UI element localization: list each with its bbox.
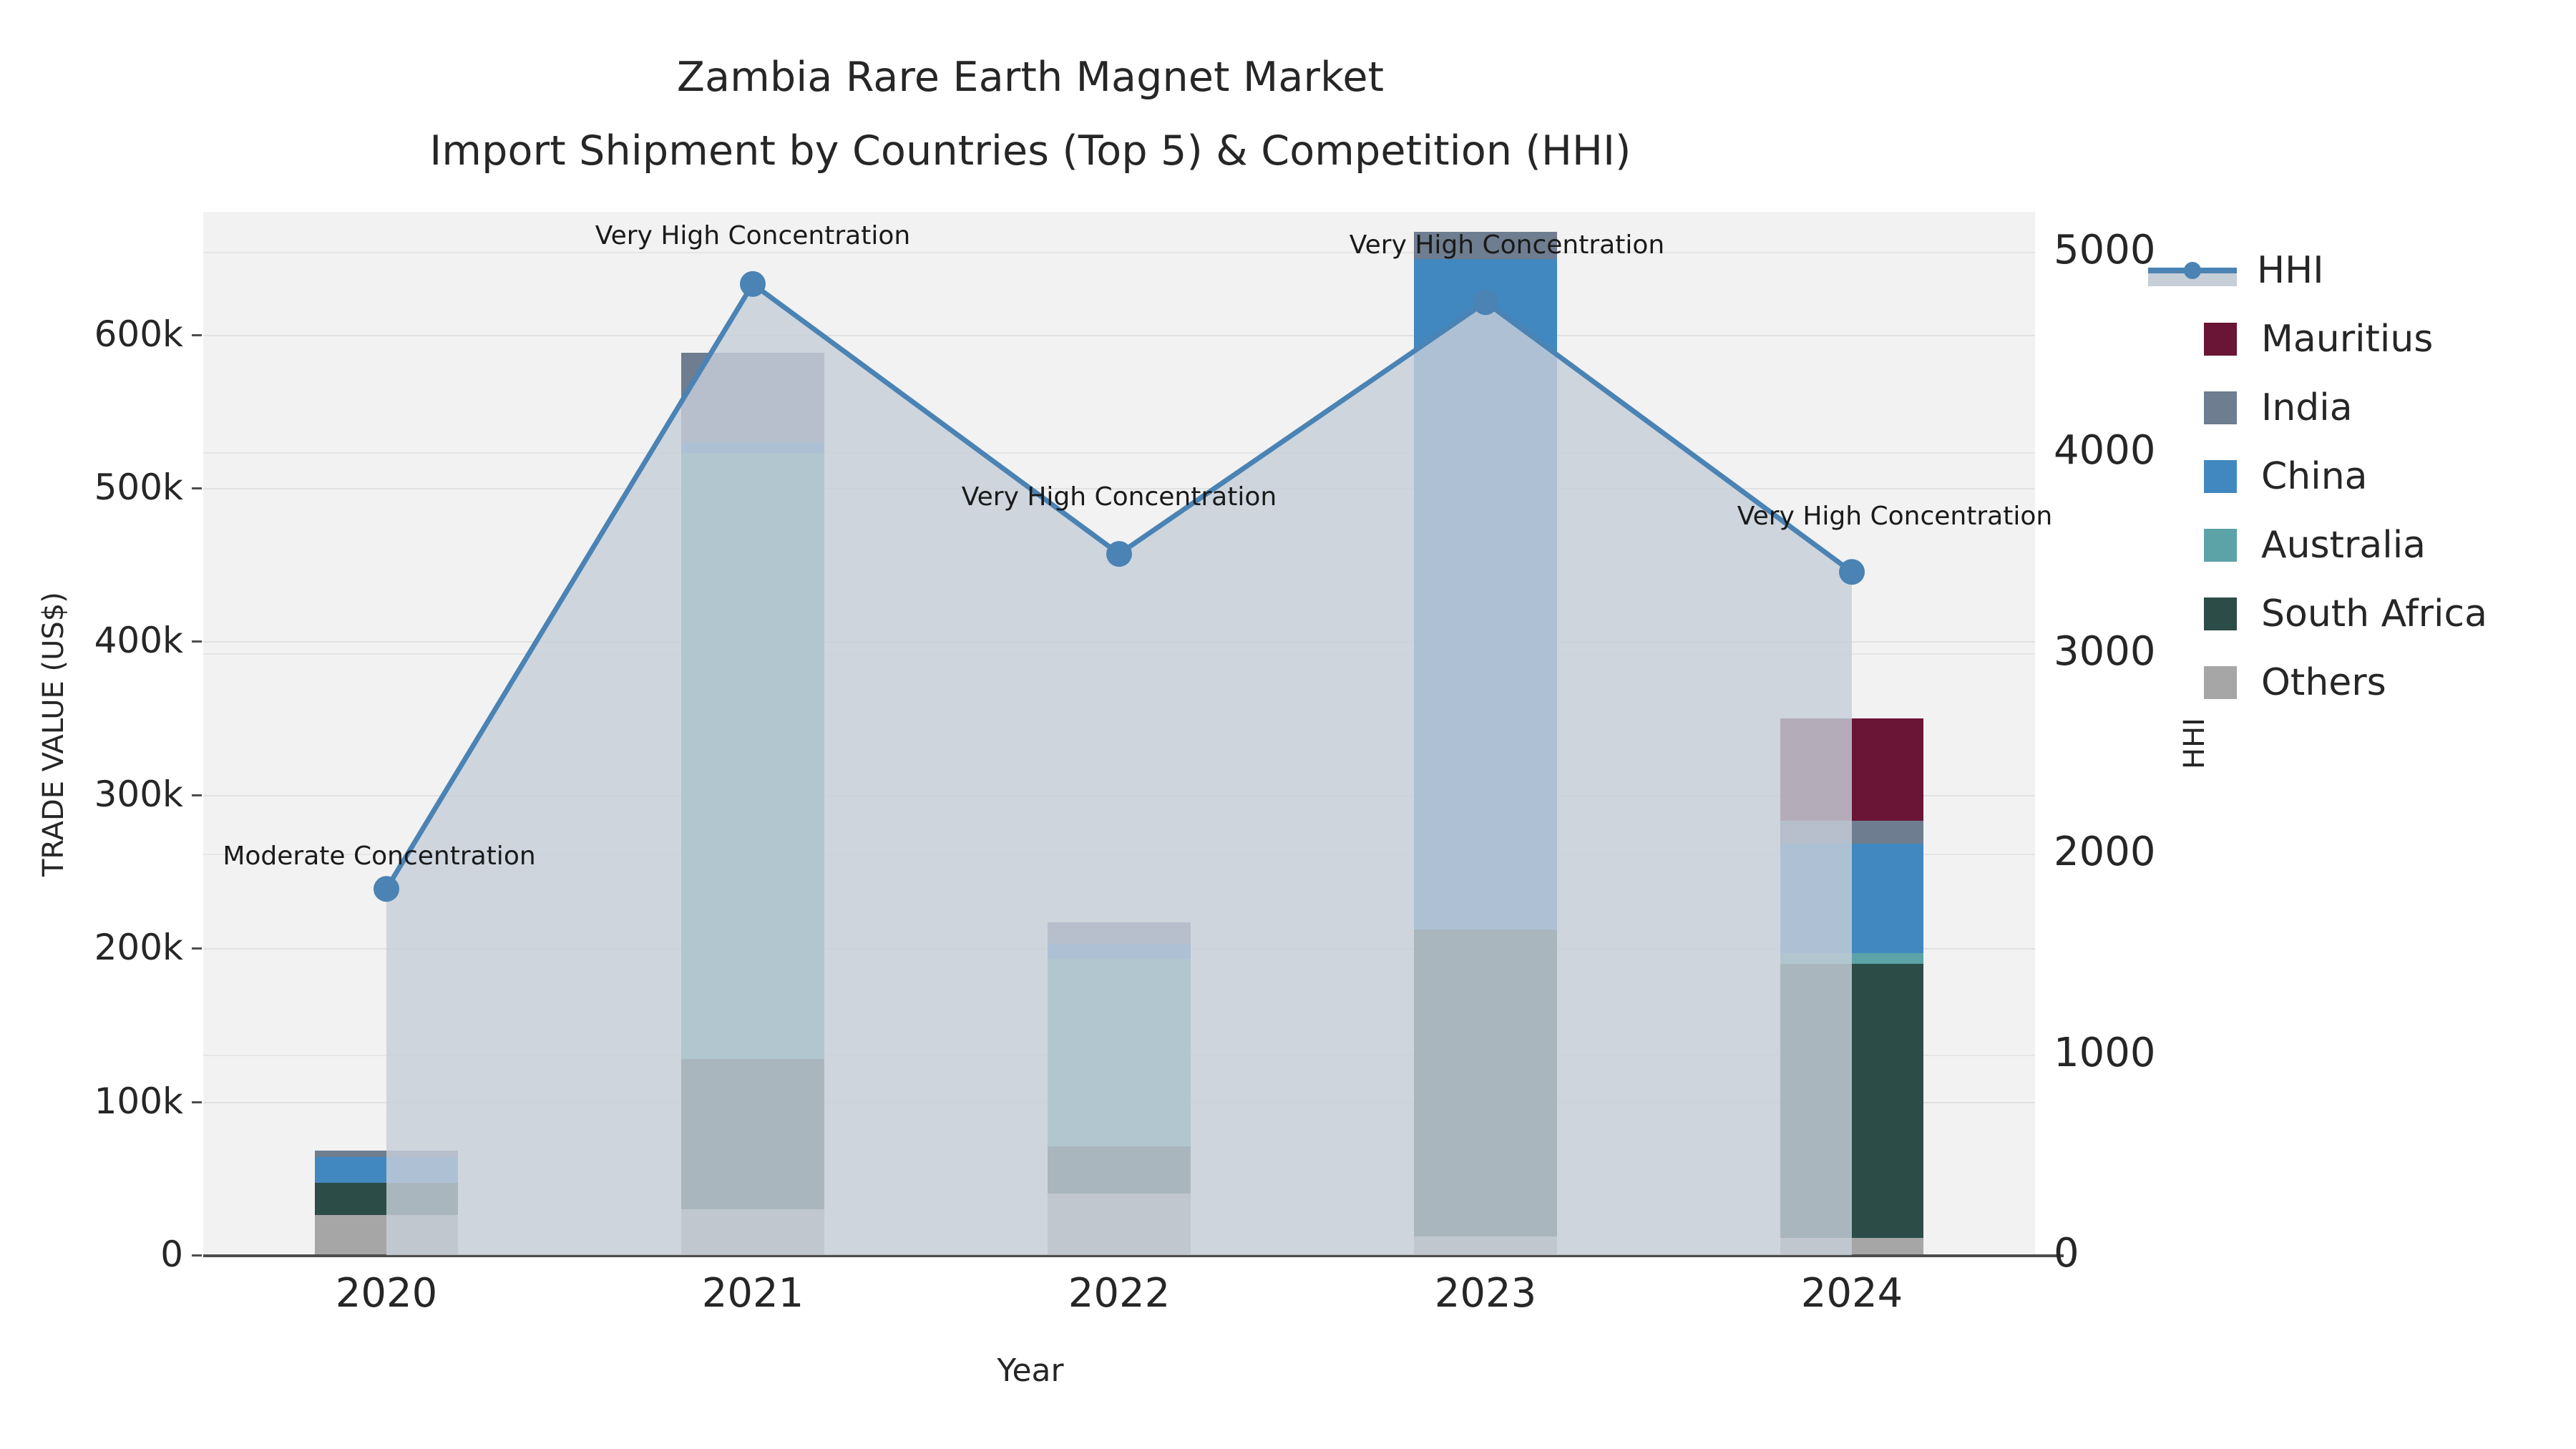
plot-area (203, 212, 2035, 1257)
bar-segment-china[interactable] (315, 1156, 458, 1184)
legend-color-swatch (2204, 597, 2237, 630)
y-tick-label-right: 3000 (2054, 628, 2156, 675)
y-tick-mark-left (192, 487, 202, 489)
y-tick-label-right: 0 (2054, 1230, 2079, 1277)
bar-segment-india[interactable] (681, 353, 824, 442)
bar-segment-australia[interactable] (1780, 952, 1923, 964)
legend-label: Others (2261, 661, 2386, 704)
legend-label: Mauritius (2261, 318, 2434, 361)
gridline-secondary (203, 252, 2035, 254)
x-tick-label: 2021 (701, 1270, 804, 1317)
bar-segment-india[interactable] (1414, 231, 1557, 260)
legend-label: South Africa (2261, 592, 2487, 635)
legend-item-others[interactable]: Others (2204, 648, 2576, 717)
y-tick-label-right: 1000 (2054, 1029, 2156, 1076)
y-tick-mark-left (192, 947, 202, 950)
x-tick-label: 2024 (1800, 1270, 1903, 1317)
legend-line-marker (2184, 262, 2201, 279)
bar-segment-australia[interactable] (681, 452, 824, 1059)
bar-segment-others[interactable] (1780, 1238, 1923, 1255)
x-tick-label: 2022 (1068, 1270, 1171, 1317)
bar-segment-others[interactable] (315, 1215, 458, 1255)
concentration-label: Very High Concentration (1349, 230, 1665, 260)
gridline (203, 641, 2035, 643)
chart-subtitle: Import Shipment by Countries (Top 5) & C… (429, 127, 1631, 175)
x-axis-line (203, 1254, 2064, 1257)
y-tick-mark-left (192, 333, 202, 336)
bar-segment-south-africa[interactable] (1780, 963, 1923, 1239)
y-tick-mark-left (192, 794, 202, 796)
bar-segment-south-africa[interactable] (1414, 930, 1557, 1237)
gridline-secondary (203, 653, 2035, 655)
x-tick-label: 2023 (1434, 1270, 1537, 1317)
y-axis-left-label: TRADE VALUE (US$) (37, 592, 70, 877)
y-tick-label-left: 100k (94, 1080, 183, 1122)
bar-segment-others[interactable] (1048, 1194, 1191, 1255)
gridline (203, 334, 2035, 336)
bar-segment-south-africa[interactable] (315, 1183, 458, 1216)
legend-color-swatch (2204, 666, 2237, 699)
legend-item-india[interactable]: India (2204, 374, 2576, 442)
legend-label: China (2261, 455, 2368, 498)
legend-color-swatch (2204, 460, 2237, 493)
legend-item-china[interactable]: China (2204, 442, 2576, 511)
legend: HHI Mauritius India China Australia South Afr… (2148, 236, 2576, 717)
y-tick-mark-left (192, 1101, 202, 1103)
bar-segment-china[interactable] (1048, 943, 1191, 960)
y-tick-label-right: 2000 (2054, 829, 2156, 876)
legend-item-south-africa[interactable]: South Africa (2204, 580, 2576, 648)
y-tick-label-left: 500k (94, 466, 183, 508)
bar-segment-mauritius[interactable] (1780, 718, 1923, 821)
y-tick-label-left: 300k (94, 773, 183, 815)
y-tick-label-left: 600k (94, 313, 183, 355)
bar-segment-others[interactable] (1414, 1236, 1557, 1255)
legend-item-hhi[interactable]: HHI (2148, 236, 2576, 305)
legend-label: Australia (2261, 524, 2426, 567)
bar-segment-china[interactable] (1414, 259, 1557, 930)
legend-item-mauritius[interactable]: Mauritius (2204, 305, 2576, 374)
y-tick-label-left: 200k (94, 927, 183, 969)
y-tick-label-right: 5000 (2054, 227, 2156, 274)
bar-segment-others[interactable] (681, 1209, 824, 1255)
legend-color-swatch (2204, 529, 2237, 562)
bar-segment-australia[interactable] (1048, 959, 1191, 1146)
legend-label: HHI (2257, 249, 2324, 292)
bar-segment-india[interactable] (1048, 922, 1191, 944)
legend-line-icon (2148, 254, 2237, 287)
concentration-label: Very High Concentration (1737, 502, 2053, 532)
y-tick-label-right: 4000 (2054, 427, 2156, 474)
bar-segment-south-africa[interactable] (681, 1058, 824, 1209)
concentration-label: Moderate Concentration (223, 841, 536, 872)
y-tick-mark-left (192, 1254, 202, 1257)
y-tick-label-left: 0 (160, 1234, 183, 1275)
y-axis-right-label: HHI (2178, 718, 2211, 769)
x-tick-label: 2020 (335, 1270, 438, 1317)
y-tick-label-left: 400k (94, 620, 183, 662)
bar-segment-china[interactable] (681, 441, 824, 453)
concentration-label: Very High Concentration (961, 482, 1277, 512)
y-tick-mark-left (192, 640, 202, 643)
chart-title: Zambia Rare Earth Magnet Market (676, 54, 1385, 101)
legend-label: India (2261, 386, 2353, 429)
gridline (203, 794, 2035, 796)
x-axis-label: Year (997, 1352, 1064, 1389)
bar-segment-south-africa[interactable] (1048, 1146, 1191, 1194)
concentration-label: Very High Concentration (595, 220, 911, 250)
legend-color-swatch (2204, 323, 2237, 356)
bar-segment-china[interactable] (1780, 844, 1923, 953)
bar-segment-india[interactable] (1780, 821, 1923, 844)
gridline-secondary (203, 452, 2035, 454)
legend-item-australia[interactable]: Australia (2204, 511, 2576, 580)
legend-color-swatch (2204, 391, 2237, 424)
bar-segment-india[interactable] (315, 1151, 458, 1157)
